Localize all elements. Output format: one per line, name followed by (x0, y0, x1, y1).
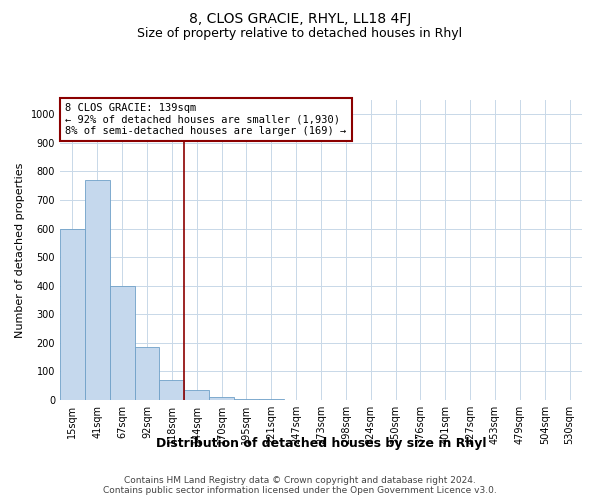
Text: Contains HM Land Registry data © Crown copyright and database right 2024.
Contai: Contains HM Land Registry data © Crown c… (103, 476, 497, 495)
Bar (85, 180, 110, 400)
Text: 8, CLOS GRACIE, RHYL, LL18 4FJ: 8, CLOS GRACIE, RHYL, LL18 4FJ (189, 12, 411, 26)
Bar (184, 390, 209, 400)
Bar (234, 398, 259, 400)
Bar (209, 397, 234, 400)
Bar (110, 286, 134, 400)
Text: 8 CLOS GRACIE: 139sqm
← 92% of detached houses are smaller (1,930)
8% of semi-de: 8 CLOS GRACIE: 139sqm ← 92% of detached … (65, 103, 346, 136)
Text: Size of property relative to detached houses in Rhyl: Size of property relative to detached ho… (137, 28, 463, 40)
Bar (160, 380, 184, 400)
Bar (134, 347, 160, 400)
Y-axis label: Number of detached properties: Number of detached properties (15, 162, 25, 338)
Bar (60, 228, 85, 400)
Text: Distribution of detached houses by size in Rhyl: Distribution of detached houses by size … (156, 438, 486, 450)
